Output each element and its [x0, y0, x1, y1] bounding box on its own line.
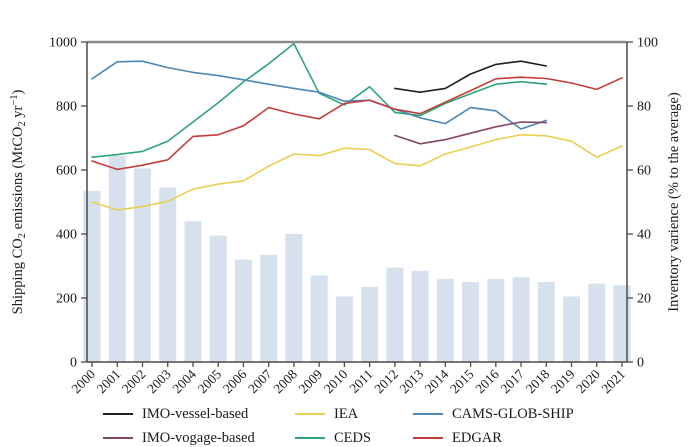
x-tick-label-2001: 2001 [94, 367, 124, 397]
x-tick-label-2018: 2018 [523, 366, 553, 396]
bar-2015 [462, 282, 480, 362]
left-tick-label-200: 200 [56, 292, 77, 307]
x-tick-label-2005: 2005 [195, 366, 225, 396]
left-tick-label-600: 600 [56, 164, 77, 179]
x-tick-label-2008: 2008 [270, 366, 300, 396]
bar-2002 [133, 168, 151, 362]
left-tick-label-800: 800 [56, 100, 77, 115]
line-CEDS [91, 42, 548, 158]
x-tick-label-2004: 2004 [169, 366, 199, 396]
x-tick-label-2019: 2019 [548, 366, 578, 396]
x-tick-label-2015: 2015 [447, 366, 477, 396]
bar-2004 [184, 221, 202, 362]
right-tick-label-40: 40 [637, 228, 651, 243]
left-tick-label-400: 400 [56, 228, 77, 243]
bars-inventory-variance [83, 155, 631, 362]
x-tick-label-2003: 2003 [144, 366, 174, 396]
bar-2005 [209, 235, 227, 362]
line-IEA [91, 134, 623, 211]
x-tick-label-2010: 2010 [321, 366, 351, 396]
bar-2006 [234, 259, 252, 362]
bar-2001 [108, 155, 126, 362]
x-tick-label-2021: 2021 [598, 367, 628, 397]
x-tick-label-2006: 2006 [220, 366, 250, 396]
x-tick-label-2007: 2007 [245, 366, 275, 396]
x-tick-label-2014: 2014 [422, 366, 452, 396]
x-tick-label-2017: 2017 [497, 366, 527, 396]
line-EDGAR [91, 76, 623, 171]
line-IMO-vogage-based [394, 121, 548, 145]
right-axis-ticks: 0 20 40 60 80 100 [627, 36, 658, 371]
x-tick-label-2012: 2012 [371, 367, 401, 397]
left-tick-label-0: 0 [70, 356, 77, 371]
right-tick-label-0: 0 [637, 356, 644, 371]
bar-2013 [411, 270, 429, 362]
right-axis-title: Inventory varience (% to the average) [666, 92, 682, 312]
x-tick-label-2009: 2009 [296, 366, 326, 396]
bar-2009 [310, 275, 328, 362]
x-tick-label-2000: 2000 [68, 366, 98, 396]
bar-2011 [361, 286, 379, 362]
right-tick-label-60: 60 [637, 164, 651, 179]
plot-frame [86, 40, 628, 363]
bar-2010 [335, 296, 353, 362]
x-tick-label-2020: 2020 [573, 366, 603, 396]
bar-2016 [487, 278, 505, 362]
left-tick-label-1000: 1000 [49, 36, 77, 51]
x-tick-label-2013: 2013 [397, 366, 427, 396]
right-tick-label-20: 20 [637, 292, 651, 307]
bar-2020 [588, 283, 606, 362]
bar-2018 [537, 282, 555, 362]
bar-2008 [285, 234, 303, 362]
line-IMO-vessel-based [394, 60, 548, 93]
right-tick-label-80: 80 [637, 100, 651, 115]
bar-2012 [386, 267, 404, 362]
left-axis-ticks: 0 200 400 600 800 1000 [49, 36, 87, 371]
x-tick-label-2011: 2011 [346, 367, 375, 396]
x-tick-label-2002: 2002 [119, 367, 149, 397]
x-axis-ticks: 2000200120022003200420052006200720082009… [68, 362, 628, 396]
bar-2003 [159, 187, 177, 362]
bar-2019 [563, 296, 581, 362]
right-tick-label-100: 100 [637, 36, 658, 51]
bar-2017 [512, 277, 530, 362]
x-tick-label-2016: 2016 [472, 366, 502, 396]
bar-2000 [83, 190, 101, 362]
line-CAMS-GLOB-SHIP [91, 60, 548, 130]
bar-2007 [260, 254, 278, 362]
left-axis-title: Shipping CO2 emissions (MtCO2 yr−1) [9, 89, 28, 314]
bar-2014 [436, 278, 454, 362]
bar-2021 [613, 285, 631, 362]
